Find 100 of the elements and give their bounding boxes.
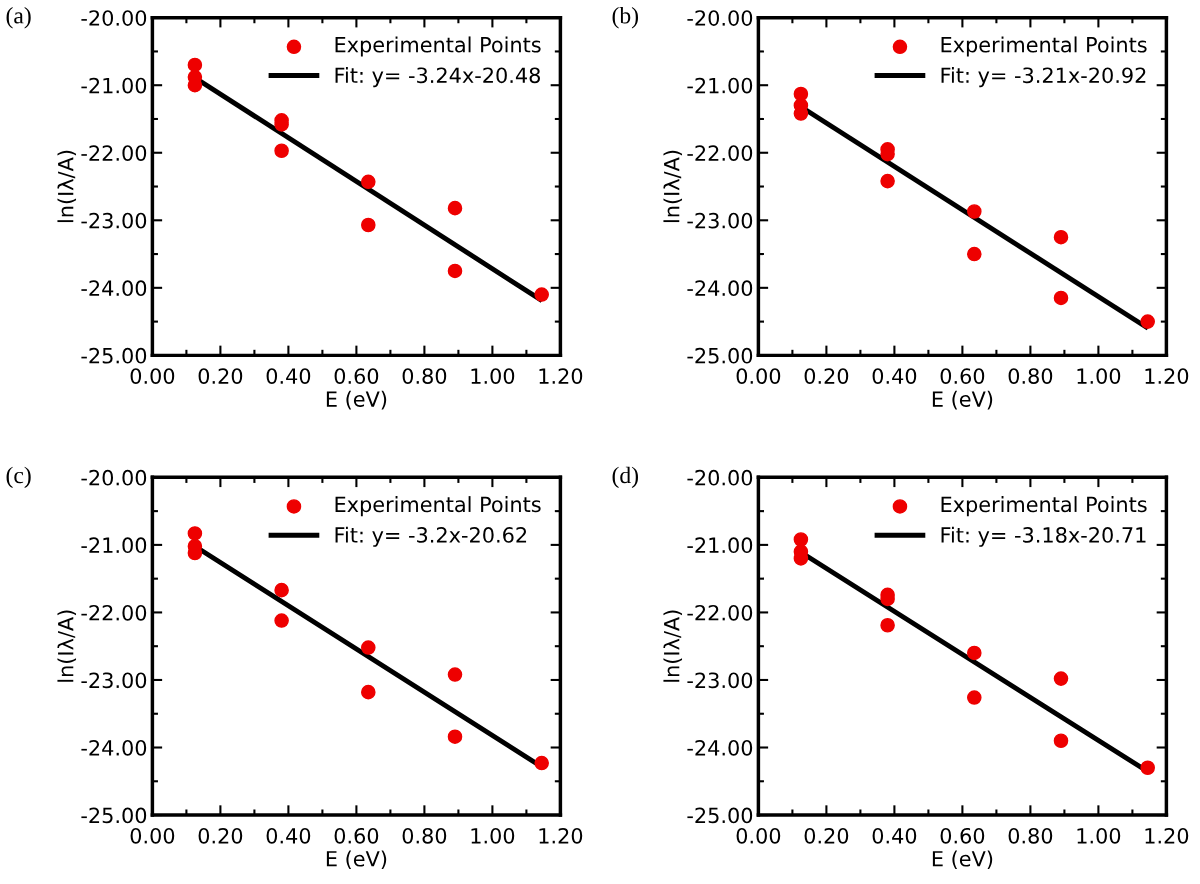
- point: [447, 263, 463, 279]
- y-tick-label: -25.00: [81, 807, 147, 824]
- x-tick-label: 0.60: [334, 827, 379, 844]
- x-tick-label: 0.60: [940, 827, 985, 844]
- text: (c): [6, 466, 31, 489]
- legend-label: Experimental Points: [335, 36, 541, 57]
- y-axis-title: ln(Iλ/A): [663, 610, 683, 682]
- y-tick-label: -21.00: [81, 537, 147, 554]
- x-tick-label: 0.40: [872, 368, 917, 384]
- point: [967, 645, 982, 661]
- y-tick-label: -20.00: [687, 10, 753, 26]
- point: [447, 729, 463, 744]
- x-tick-label: 1.20: [539, 827, 583, 844]
- point: [274, 582, 289, 598]
- y-tick-label: -22.00: [81, 604, 147, 621]
- y-tick-label: -24.00: [687, 739, 753, 756]
- x-tick-label: 0.40: [266, 368, 311, 384]
- x-tick-label: 0.20: [804, 827, 849, 844]
- x-tick-label: 0.00: [736, 368, 781, 384]
- point: [534, 755, 549, 771]
- point: [880, 617, 895, 633]
- y-tick-label: -24.00: [81, 280, 147, 297]
- x-axis-title: E (eV): [932, 390, 993, 410]
- y-tick-label: -20.00: [687, 469, 753, 486]
- point: [1053, 229, 1069, 245]
- point: [187, 57, 203, 73]
- x-tick-label: 1.20: [539, 368, 583, 384]
- x-tick-label: 0.20: [804, 368, 849, 384]
- point: [534, 287, 549, 302]
- x-axis-title: E (eV): [326, 390, 387, 410]
- x-axis-title: E (eV): [932, 850, 993, 870]
- text: (b): [612, 6, 639, 29]
- legend-label: Fit: y= -3.2x-20.62: [335, 526, 527, 547]
- y-tick-label: -21.00: [81, 77, 147, 94]
- y-tick-label: -25.00: [687, 347, 753, 364]
- x-tick-label: 1.00: [1077, 827, 1121, 844]
- point: [1053, 671, 1069, 686]
- y-tick-label: -21.00: [687, 77, 753, 94]
- x-axis-title: E (eV): [326, 850, 387, 870]
- x-tick-label: 1.00: [471, 368, 515, 384]
- x-tick-label: 0.00: [130, 827, 175, 844]
- point: [361, 640, 376, 655]
- legend-label: Experimental Points: [941, 36, 1147, 57]
- x-tick-label: 0.00: [736, 827, 781, 844]
- y-axis-title: ln(Iλ/A): [663, 150, 683, 223]
- x-tick-label: 0.80: [402, 827, 447, 844]
- y-tick-label: -23.00: [81, 212, 147, 229]
- x-tick-label: 0.40: [266, 827, 311, 844]
- legend-label: Experimental Points: [335, 496, 541, 517]
- point: [274, 613, 289, 628]
- point: [1053, 733, 1069, 749]
- y-tick-label: -23.00: [81, 672, 147, 689]
- y-tick-label: -20.00: [81, 10, 147, 26]
- x-tick-label: 0.80: [1008, 368, 1053, 384]
- point: [967, 246, 982, 262]
- y-tick-label: -21.00: [687, 537, 753, 554]
- point: [187, 526, 203, 541]
- x-tick-label: 0.60: [334, 368, 379, 384]
- x-tick-label: 0.60: [940, 368, 985, 384]
- y-tick-label: -25.00: [687, 807, 753, 824]
- point: [361, 684, 376, 700]
- legend-label: Fit: y= -3.18x-20.71: [941, 526, 1146, 547]
- x-tick-label: 0.20: [198, 368, 243, 384]
- point: [361, 174, 376, 190]
- point: [361, 217, 376, 233]
- x-tick-label: 0.20: [198, 827, 243, 844]
- y-tick-label: -20.00: [81, 469, 147, 486]
- x-tick-label: 1.20: [1145, 368, 1189, 384]
- y-tick-label: -22.00: [687, 145, 753, 161]
- y-axis-title: ln(Iλ/A): [57, 150, 77, 223]
- legend-label: Experimental Points: [941, 496, 1147, 517]
- x-tick-label: 1.00: [471, 827, 515, 844]
- point: [447, 667, 463, 682]
- legend-label: Fit: y= -3.21x-20.92: [941, 67, 1146, 88]
- point: [880, 173, 895, 189]
- legend-label: Fit: y= -3.24x-20.48: [335, 67, 540, 88]
- y-tick-label: -22.00: [687, 604, 753, 621]
- point: [967, 690, 982, 705]
- point: [967, 204, 982, 219]
- point: [274, 143, 289, 159]
- y-tick-label: -23.00: [687, 212, 753, 229]
- y-tick-label: -24.00: [687, 280, 753, 297]
- y-axis-title: ln(Iλ/A): [57, 610, 77, 682]
- x-tick-label: 0.80: [1008, 827, 1053, 844]
- point: [793, 532, 809, 547]
- point: [1053, 290, 1069, 306]
- text: (d): [612, 466, 639, 489]
- x-tick-label: 0.40: [872, 827, 917, 844]
- x-tick-label: 0.80: [402, 368, 447, 384]
- x-tick-label: 0.00: [130, 368, 175, 384]
- y-tick-label: -22.00: [81, 145, 147, 161]
- point: [1140, 314, 1155, 329]
- x-tick-label: 1.00: [1077, 368, 1121, 384]
- text: (a): [6, 6, 31, 29]
- point: [447, 200, 463, 216]
- y-tick-label: -23.00: [687, 672, 753, 689]
- x-tick-label: 1.20: [1145, 827, 1189, 844]
- point: [1140, 760, 1155, 776]
- y-tick-label: -25.00: [81, 347, 147, 364]
- y-tick-label: -24.00: [81, 739, 147, 756]
